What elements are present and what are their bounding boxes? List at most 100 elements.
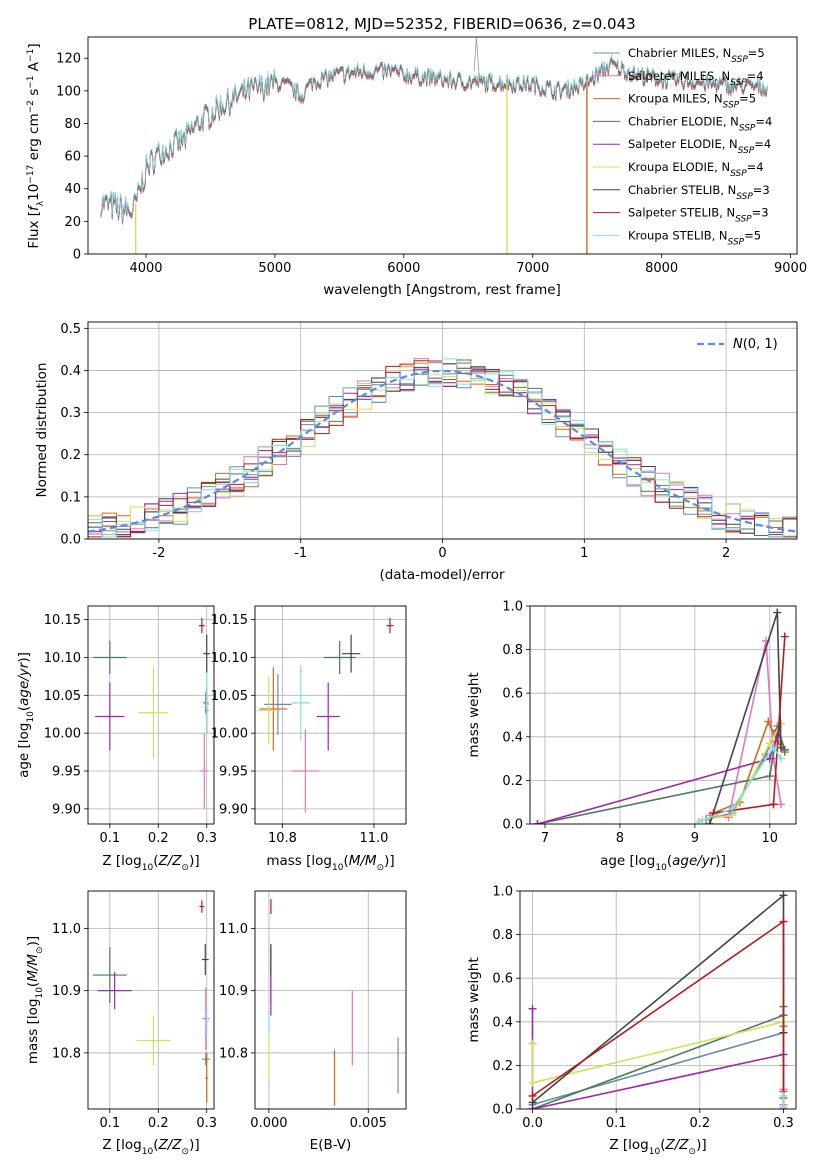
x-tick-label: 2 — [722, 546, 730, 561]
plot-area-massweight_vs_age — [533, 608, 789, 824]
y-tick-label: 0.6 — [492, 972, 513, 987]
axes-age_vs_mass: 10.8 11.0 9.90 9.95 10.00 10.05 10.10 10.15 mass… — [211, 605, 407, 873]
y-tick-label: 0.4 — [60, 364, 81, 379]
histogram-series — [88, 358, 797, 538]
x-tick-label: 0.2 — [689, 1116, 710, 1131]
y-axis-label: mass weight — [466, 672, 482, 757]
axes-frame — [254, 605, 407, 825]
figure-title: PLATE=0812, MJD=52352, FIBERID=0636, z=0… — [248, 15, 635, 33]
legend-entry: Chabrier MILES, NSSP=5 — [628, 46, 765, 65]
y-tick-label: 10.10 — [211, 651, 248, 666]
y-tick-label: 0.0 — [502, 818, 523, 833]
y-tick-label: 9.95 — [52, 765, 81, 780]
weight-marker — [769, 743, 778, 752]
x-axis-label: wavelength [Angstrom, rest frame] — [323, 282, 561, 298]
legend-entry: Kroupa MILES, NSSP=5 — [628, 92, 756, 111]
x-tick-label: 10 — [762, 831, 779, 846]
y-axis-label: age [log10(age/yr)] — [16, 652, 36, 778]
y-tick-label: 10.9 — [219, 984, 248, 999]
plot-area-massweight_vs_Z — [528, 891, 788, 1109]
axes-frame — [87, 36, 798, 255]
x-tick-label: 4000 — [129, 261, 162, 276]
axes-frame — [254, 890, 407, 1110]
x-tick-label: 8000 — [645, 261, 678, 276]
plot-area-mass_vs_Z — [92, 900, 210, 1103]
y-tick-label: 0.0 — [492, 1103, 513, 1118]
weight-marker — [769, 800, 778, 809]
weight-line — [532, 919, 785, 1109]
y-tick-label: 9.95 — [219, 765, 248, 780]
y-tick-label: 20 — [64, 215, 81, 230]
axes-frame — [87, 321, 798, 540]
weight-marker — [777, 754, 786, 763]
weight-line — [702, 723, 782, 821]
y-tick-label: 10.15 — [44, 613, 81, 628]
weight-marker — [694, 817, 703, 824]
y-tick-label: 0 — [73, 248, 81, 263]
weight-marker — [779, 1102, 788, 1109]
y-tick-label: 9.90 — [219, 802, 248, 817]
x-axis-label: Z [log10(Z/Z⊙)] — [102, 1137, 199, 1157]
y-tick-label: 11.0 — [219, 922, 248, 937]
y-tick-label: 0.2 — [502, 774, 523, 789]
weight-marker — [705, 820, 714, 824]
weight-line — [537, 727, 786, 824]
axes-massweight_vs_Z: 0.0 0.1 0.2 0.3 0.0 0.2 0.4 0.6 0.8 1.0 Z [log10(Z… — [466, 885, 797, 1157]
y-tick-label: 40 — [64, 182, 81, 197]
x-tick-label: 6000 — [387, 261, 420, 276]
weight-marker — [765, 739, 774, 748]
x-tick-label: -1 — [294, 546, 307, 561]
weight-marker — [533, 820, 542, 824]
plot-area-age_vs_mass — [257, 618, 394, 813]
y-tick-label: 10.00 — [44, 727, 81, 742]
y-tick-label: 10.05 — [211, 689, 248, 704]
legend: Chabrier MILES, NSSP=5 Salpeter MILES, NS… — [593, 46, 772, 247]
y-tick-label: 10.00 — [211, 727, 248, 742]
weight-marker — [764, 717, 773, 726]
x-tick-label: 9000 — [774, 261, 807, 276]
y-tick-label: 9.90 — [52, 802, 81, 817]
x-tick-label: 0.3 — [773, 1116, 794, 1131]
y-axis-label: mass weight — [466, 957, 482, 1042]
axes-spectrum: 4000 5000 6000 7000 8000 9000 0 20 40 60 80 100 120 w… — [26, 36, 807, 298]
y-tick-label: 1.0 — [502, 600, 523, 615]
y-tick-label: 0.4 — [492, 1015, 513, 1030]
x-tick-label: 7000 — [516, 261, 549, 276]
x-tick-label: 9 — [691, 831, 699, 846]
weight-marker — [728, 804, 737, 813]
weight-line — [532, 1031, 785, 1106]
y-tick-label: 0.5 — [60, 322, 81, 337]
x-tick-label: 8 — [616, 831, 624, 846]
weight-marker — [773, 608, 782, 617]
x-axis-label: Z [log10(Z/Z⊙)] — [102, 853, 199, 873]
x-tick-label: 0.0 — [522, 1116, 543, 1131]
legend-entry: N(0, 1) — [733, 337, 778, 352]
weight-marker — [779, 891, 788, 900]
axes-mass_vs_EBV: 0.000 0.005 10.8 10.9 11.0 E(B-V) — [219, 890, 407, 1153]
x-axis-label: E(B-V) — [310, 1137, 352, 1153]
y-tick-label: 0.4 — [502, 730, 523, 745]
x-tick-label: 0 — [438, 546, 446, 561]
plot-area-spectrum — [100, 37, 768, 254]
x-tick-label: 0.3 — [196, 1116, 217, 1131]
y-tick-label: 10.9 — [52, 984, 81, 999]
plot-area-mass_vs_EBV — [268, 899, 399, 1106]
x-axis-label: (data-model)/error — [379, 567, 505, 583]
y-tick-label: 0.0 — [60, 533, 81, 548]
y-tick-label: 11.0 — [52, 922, 81, 937]
legend-entry: Chabrier ELODIE, NSSP=4 — [628, 114, 772, 133]
x-tick-label: 0.1 — [606, 1116, 627, 1131]
y-tick-label: 10.8 — [219, 1046, 248, 1061]
y-tick-label: 0.2 — [60, 448, 81, 463]
weight-line — [531, 893, 785, 1104]
x-axis-label: age [log10(age/yr)] — [600, 853, 726, 873]
y-tick-label: 120 — [56, 52, 81, 67]
weight-marker — [777, 800, 786, 809]
plot-area-residuals — [88, 358, 797, 538]
y-tick-label: 0.8 — [492, 928, 513, 943]
weight-line — [713, 636, 786, 814]
axes-residuals: -2 -1 0 1 2 0.0 0.1 0.2 0.3 0.4 0.5 N(0, 1) (data-mo… — [34, 321, 798, 583]
axes-frame — [87, 890, 215, 1110]
legend-entry: Salpeter STELIB, NSSP=3 — [628, 206, 769, 225]
